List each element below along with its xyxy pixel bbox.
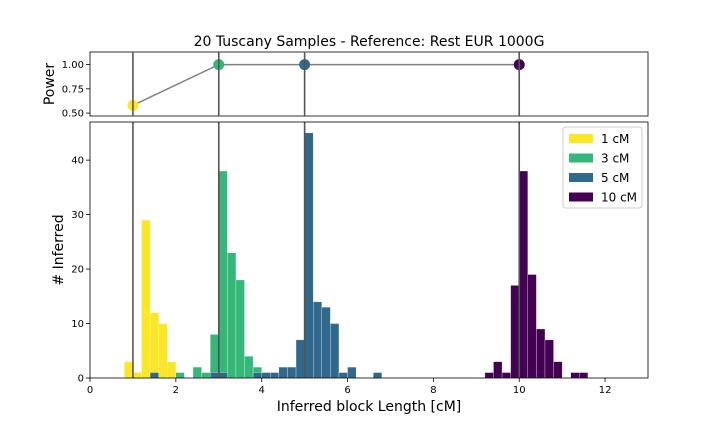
legend-label: 1 cM — [601, 132, 629, 146]
chart-title: 20 Tuscany Samples - Reference: Rest EUR… — [194, 34, 545, 50]
histogram-y-tick-label: 30 — [71, 210, 84, 221]
histogram-bar — [553, 361, 563, 379]
legend-swatch — [569, 173, 593, 182]
legend-swatch — [569, 134, 593, 143]
power-y-label: Power — [42, 63, 58, 106]
histogram-bar — [493, 361, 503, 379]
histogram-bar — [201, 372, 211, 379]
histogram-bar — [501, 372, 511, 379]
histogram-x-tick-label: 6 — [344, 385, 350, 396]
histogram-bar — [149, 372, 159, 379]
power-plot-frame — [89, 51, 649, 117]
legend-swatch — [569, 192, 593, 202]
histogram-bar — [304, 132, 314, 379]
histogram-bar — [149, 312, 159, 379]
histogram-bar — [579, 372, 589, 379]
histogram-bar — [330, 323, 340, 379]
histogram-y-tick-label: 10 — [71, 319, 84, 330]
histogram-bar — [519, 170, 529, 379]
histogram-bar — [209, 334, 219, 379]
histogram-bar — [141, 219, 151, 379]
histogram-bar — [235, 279, 245, 379]
histogram-bar — [510, 285, 520, 379]
histogram-x-label: Inferred block Length [cM] — [277, 399, 462, 415]
histogram-y-ticks: 0 10 20 30 40 — [71, 156, 90, 385]
histogram-x-tick-label: 8 — [430, 385, 436, 396]
histogram-bar — [338, 372, 348, 379]
power-line — [132, 63, 520, 107]
histogram-bar — [484, 372, 494, 379]
power-y-tick-label: 1.00 — [62, 60, 84, 71]
histogram-x-ticks: 0 2 4 6 8 10 12 — [87, 378, 612, 396]
legend-label: 5 cM — [601, 171, 629, 185]
histogram-bar — [124, 361, 134, 379]
legend-swatch — [569, 153, 593, 163]
histogram-bar — [270, 372, 280, 379]
histogram-x-tick-label: 2 — [173, 385, 179, 396]
legend-label: 3 cM — [601, 152, 629, 166]
histogram-bar — [244, 356, 254, 379]
histogram-bar — [132, 372, 142, 379]
histogram-bar — [209, 372, 219, 379]
histogram-x-tick-label: 10 — [513, 385, 526, 396]
reference-vlines — [132, 52, 521, 378]
power-points — [127, 59, 525, 111]
histogram-bar — [544, 339, 554, 379]
histogram-bar — [527, 274, 537, 379]
histogram-bar — [158, 323, 168, 379]
histogram-bars — [124, 132, 589, 379]
power-y-ticks: 0.50 0.75 1.00 — [62, 60, 90, 120]
power-y-tick-label: 0.50 — [62, 109, 84, 120]
histogram-bar — [536, 328, 546, 379]
histogram-y-tick-label: 0 — [78, 374, 84, 385]
histogram-x-tick-label: 0 — [87, 385, 93, 396]
histogram-bar — [313, 301, 322, 379]
power-y-tick-label: 0.75 — [62, 84, 84, 95]
histogram-bar — [570, 372, 580, 379]
histogram-bar — [192, 366, 202, 379]
histogram-bar — [295, 339, 305, 379]
histogram-bar — [261, 372, 271, 379]
histogram-bar — [218, 170, 228, 379]
histogram-x-tick-label: 4 — [259, 385, 265, 396]
legend-label: 10 cM — [601, 191, 637, 205]
histogram-y-tick-label: 40 — [71, 156, 84, 167]
histogram-bar — [252, 372, 262, 379]
histogram-bar — [347, 366, 357, 379]
legend: 1 cM 3 cM 5 cM 10 cM — [562, 126, 643, 209]
histogram-bar — [278, 366, 288, 379]
histogram-plot-frame — [89, 121, 649, 379]
power-line-layer — [132, 63, 520, 107]
histogram-panel: 0 2 4 6 8 10 12 0 10 20 30 40 Inferred block Lengt… — [51, 52, 649, 415]
histogram-bar — [167, 361, 177, 379]
legend-box — [562, 126, 643, 209]
histogram-bar — [321, 306, 331, 379]
histogram-bar — [373, 372, 383, 379]
histogram-bar — [175, 372, 185, 379]
histogram-bar — [227, 252, 237, 379]
histogram-y-label: # Inferred — [51, 214, 67, 285]
histogram-bar — [218, 372, 228, 379]
histogram-y-tick-label: 20 — [71, 265, 84, 276]
histogram-x-tick-label: 12 — [599, 385, 612, 396]
power-panel: 20 Tuscany Samples - Reference: Rest EUR… — [42, 34, 649, 120]
histogram-bar — [287, 366, 297, 379]
